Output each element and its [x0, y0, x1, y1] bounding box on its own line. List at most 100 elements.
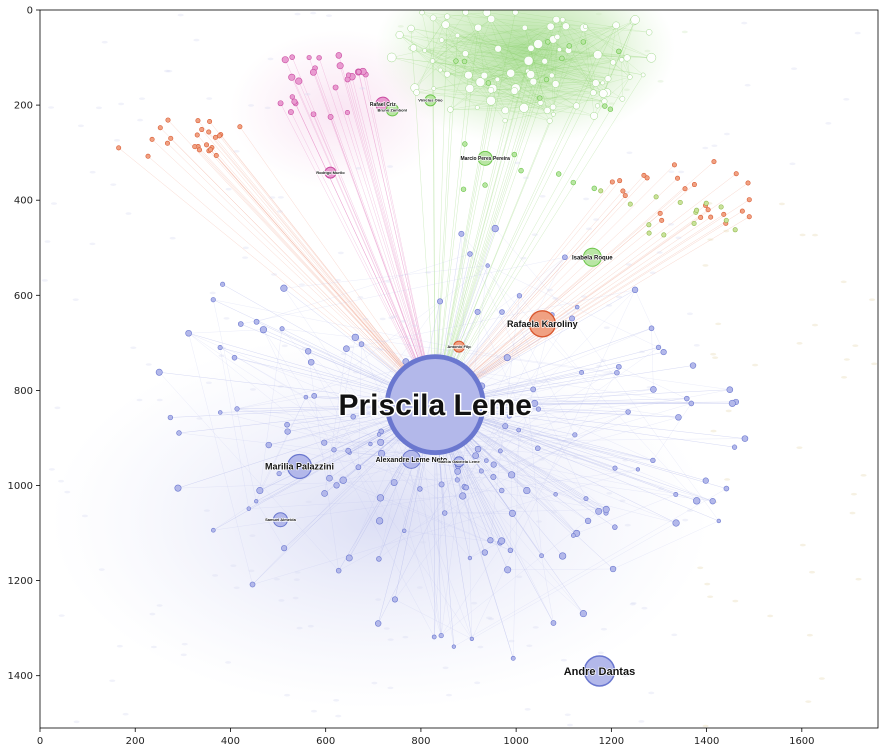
edge: [435, 210, 743, 405]
blue-node: [391, 596, 398, 603]
edge: [399, 34, 485, 76]
edge: [540, 82, 596, 103]
edge: [457, 479, 514, 659]
edge: [188, 333, 325, 443]
background-node: [436, 501, 443, 504]
blue-node: [351, 333, 360, 342]
background-node: [136, 398, 143, 402]
blue-node: [417, 486, 423, 492]
background-node: [383, 627, 390, 630]
node-label: Rodrigo Murilo: [316, 170, 345, 175]
edge: [391, 27, 525, 58]
background-node: [51, 202, 58, 205]
blue-node: [499, 309, 505, 315]
blue-node: [259, 326, 268, 334]
edge: [219, 135, 436, 405]
edge: [434, 81, 534, 405]
edge: [335, 87, 436, 405]
edge: [410, 47, 595, 117]
pink-node: [288, 73, 296, 81]
background-node: [250, 388, 257, 391]
edge: [433, 12, 487, 19]
edge: [435, 209, 709, 405]
background-node: [671, 633, 678, 637]
background-node: [169, 236, 176, 240]
background-node: [707, 238, 714, 241]
x-tick-label: 1600: [789, 736, 814, 747]
pink-node: [281, 56, 289, 64]
background-node: [818, 677, 825, 680]
blue-node: [502, 423, 509, 430]
edge: [188, 329, 264, 334]
blue-node: [374, 620, 382, 627]
blue-node: [254, 499, 259, 504]
background-node: [524, 708, 531, 711]
background-node: [579, 500, 586, 504]
background-node: [445, 693, 452, 697]
edge: [435, 184, 695, 405]
node-label: Alexandre Leme Neto: [376, 457, 448, 464]
green-cluster-node: [527, 44, 535, 52]
edge: [313, 72, 436, 405]
green-cluster-node: [590, 111, 599, 120]
edge: [298, 81, 436, 405]
blue-node: [378, 449, 386, 458]
edge: [256, 253, 471, 322]
background-node: [425, 271, 432, 274]
background-node: [531, 233, 538, 236]
edge: [259, 397, 307, 491]
edge: [434, 114, 554, 405]
green-cluster-node: [593, 50, 603, 60]
edge: [421, 12, 458, 36]
x-tick-label: 1200: [599, 736, 624, 747]
background-node: [686, 312, 693, 316]
blue-node: [438, 633, 444, 639]
background-node: [532, 626, 539, 629]
green-cluster-node: [592, 79, 600, 87]
edge: [447, 27, 479, 75]
node-bruno-zamboni: [385, 103, 399, 117]
edge: [533, 20, 635, 82]
background-node: [334, 278, 341, 282]
background-node: [526, 644, 533, 648]
pink-node: [344, 110, 350, 116]
edge: [324, 257, 566, 443]
background-node: [871, 362, 878, 366]
background-node: [552, 297, 559, 300]
blue-node: [345, 554, 353, 562]
y-tick-label: 800: [14, 386, 33, 397]
edge: [490, 83, 556, 101]
edge: [206, 144, 436, 405]
edge: [524, 27, 569, 51]
edge: [292, 96, 436, 405]
green-node: [602, 103, 608, 109]
blue-node: [256, 487, 264, 495]
background-node: [139, 97, 146, 100]
blue-node: [490, 461, 497, 468]
edge: [447, 54, 598, 75]
edge: [416, 16, 448, 93]
green-node: [559, 55, 565, 62]
edge: [585, 26, 652, 58]
edges: [118, 12, 750, 659]
background-node: [379, 317, 386, 321]
blue-node: [211, 527, 216, 533]
blue-node: [484, 458, 489, 463]
edge: [477, 27, 485, 76]
edge: [435, 178, 678, 405]
green-cluster-node: [494, 45, 502, 53]
blue-node: [510, 655, 516, 661]
blue-node: [523, 486, 531, 495]
green-cluster-node: [409, 44, 418, 52]
blue-node: [612, 465, 618, 471]
edge: [524, 27, 552, 76]
red-node: [671, 162, 677, 168]
blue-node: [507, 547, 514, 553]
edge: [550, 26, 598, 55]
background-node: [531, 416, 538, 420]
edge: [435, 223, 726, 405]
background-node: [385, 280, 392, 283]
edge: [435, 216, 750, 405]
red-node: [622, 193, 628, 199]
background-node: [81, 514, 88, 518]
